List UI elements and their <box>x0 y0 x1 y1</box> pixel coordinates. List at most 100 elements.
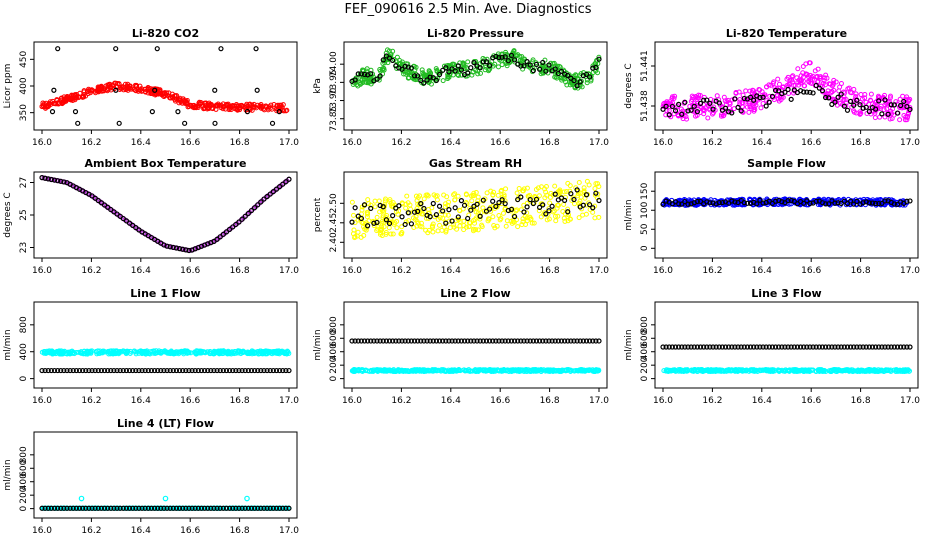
data-point <box>377 209 383 215</box>
data-point <box>430 368 436 374</box>
data-point <box>58 367 64 374</box>
data-point <box>743 88 749 94</box>
data-point <box>374 367 380 373</box>
data-point <box>401 71 407 77</box>
data-point <box>280 181 286 187</box>
data-point <box>226 505 233 511</box>
data-point <box>797 344 804 350</box>
data-point <box>563 79 569 85</box>
data-point <box>596 367 602 373</box>
data-point <box>358 338 364 344</box>
data-point <box>446 207 452 213</box>
data-point <box>511 213 518 220</box>
data-point <box>89 367 95 374</box>
data-point <box>58 178 64 184</box>
data-point <box>440 78 446 84</box>
data-point <box>244 104 250 110</box>
data-point <box>850 367 856 373</box>
x-tick-label: 16.4 <box>131 526 151 536</box>
data-point <box>210 106 216 112</box>
data-point <box>490 198 496 204</box>
data-point <box>461 227 467 233</box>
data-point <box>719 344 726 350</box>
data-point <box>522 213 528 219</box>
data-point <box>97 84 103 90</box>
data-point <box>406 70 412 76</box>
data-point <box>404 193 410 199</box>
data-point <box>468 207 474 213</box>
data-point <box>863 344 869 350</box>
data-point <box>538 367 544 373</box>
data-point <box>835 94 841 100</box>
data-point <box>776 368 782 374</box>
data-point <box>779 94 785 100</box>
data-point <box>707 100 713 106</box>
data-point <box>201 505 208 511</box>
data-point <box>527 62 533 68</box>
x-tick-label: 16.0 <box>32 396 52 406</box>
data-point <box>595 70 601 76</box>
data-point <box>211 505 217 511</box>
x-tick-label: 16.6 <box>180 138 200 148</box>
data-point <box>713 344 719 350</box>
x-tick-label: 17.0 <box>589 266 609 276</box>
data-point <box>64 505 70 511</box>
data-point <box>574 368 580 374</box>
data-point <box>851 108 857 114</box>
plot-title: Ambient Box Temperature <box>85 157 247 170</box>
data-point <box>548 368 554 374</box>
data-point <box>358 215 364 222</box>
data-point <box>583 211 589 217</box>
data-point <box>390 57 396 64</box>
data-point <box>491 223 497 229</box>
data-point <box>408 338 415 344</box>
data-point <box>701 344 707 350</box>
data-point <box>713 367 719 373</box>
data-point <box>418 77 424 83</box>
data-point <box>270 367 276 374</box>
data-point <box>760 94 766 100</box>
data-point <box>186 505 192 511</box>
data-point <box>816 344 822 350</box>
data-point <box>193 104 199 110</box>
data-point <box>130 505 136 511</box>
data-point <box>841 103 847 109</box>
data-point <box>524 185 530 191</box>
y-tick-label: 200 <box>640 356 650 373</box>
data-point <box>238 103 244 109</box>
data-point <box>739 368 745 374</box>
data-point <box>474 338 480 344</box>
data-point <box>456 72 462 78</box>
data-point <box>450 61 456 67</box>
data-point <box>503 223 509 229</box>
data-point <box>431 192 437 198</box>
data-point <box>496 213 502 219</box>
data-point <box>58 505 64 511</box>
data-point <box>769 344 776 350</box>
data-point <box>879 344 885 350</box>
data-point <box>566 212 572 218</box>
data-point <box>584 178 590 184</box>
data-point <box>365 338 371 344</box>
data-point <box>235 348 241 354</box>
data-point <box>791 344 797 350</box>
data-point <box>587 202 593 208</box>
data-point <box>355 71 361 77</box>
data-point <box>483 59 490 65</box>
x-tick-label: 16.8 <box>540 138 560 148</box>
plot-frame <box>343 41 608 131</box>
series-line-2-avg <box>349 338 602 344</box>
data-point <box>440 67 446 73</box>
data-point <box>72 108 79 115</box>
data-point <box>86 505 92 511</box>
data-point <box>732 199 738 205</box>
x-tick-label: 17.0 <box>279 266 299 276</box>
x-tick-label: 16.0 <box>342 266 362 276</box>
data-point <box>376 198 382 204</box>
data-point <box>277 349 283 355</box>
x-tick-label: 16.0 <box>32 138 52 148</box>
y-tick-label: 25 <box>19 209 29 220</box>
data-point <box>676 201 682 207</box>
data-point <box>167 367 173 374</box>
data-point <box>878 368 884 374</box>
